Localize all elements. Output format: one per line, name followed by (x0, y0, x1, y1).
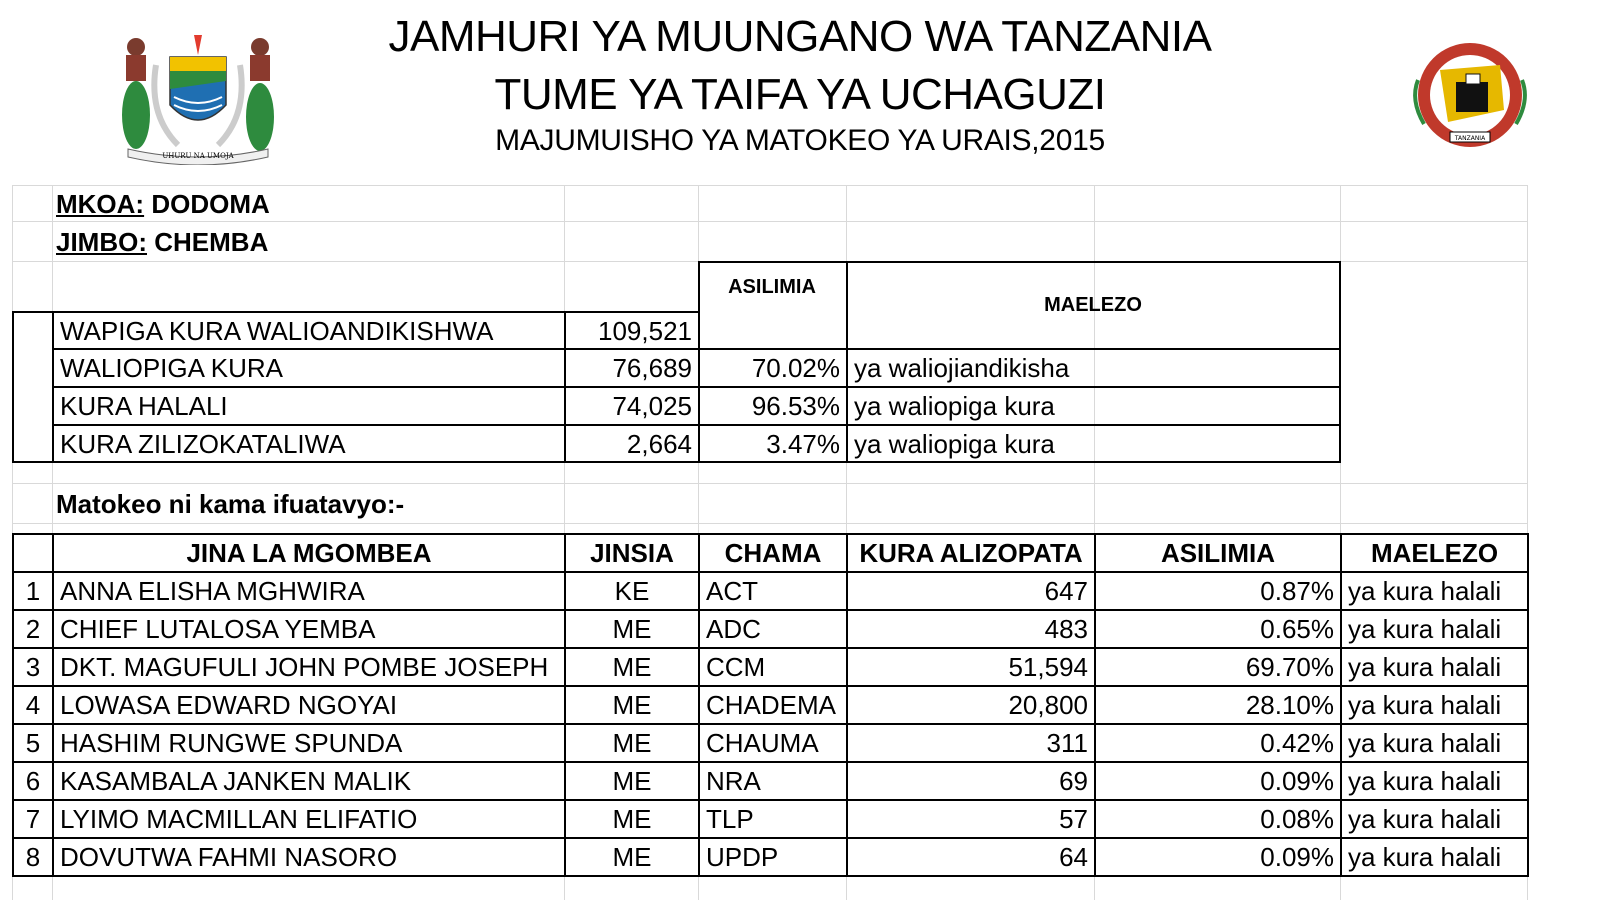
candidate-note: ya kura halali (1348, 576, 1502, 606)
row-number: 6 (25, 766, 41, 796)
candidate-votes: 483 (1044, 614, 1088, 644)
candidate-gender: ME (612, 652, 652, 682)
candidate-percent: 0.65% (1260, 614, 1334, 644)
results-intro: Matokeo ni kama ifuatavyo:- (56, 489, 405, 519)
candidate-party: ACT (706, 576, 758, 606)
candidate-party: CCM (706, 652, 766, 682)
summary-asilimia-header: ASILIMIA (728, 276, 816, 298)
candidate-party: CHADEMA (706, 690, 837, 720)
candidate-party: CHAUMA (706, 728, 819, 758)
candidate-name: LOWASA EDWARD NGOYAI (60, 690, 398, 720)
candidate-party: TLP (706, 804, 754, 834)
header-percent: ASILIMIA (1160, 538, 1276, 568)
jimbo-label: JIMBO: (56, 227, 147, 257)
summary-label: KURA HALALI (60, 390, 228, 421)
candidate-party: UPDP (706, 842, 779, 872)
svg-text:UHURU NA UMOJA: UHURU NA UMOJA (162, 152, 234, 160)
summary-note: ya waliojiandikisha (854, 352, 1070, 383)
summary-value: 2,664 (626, 428, 692, 459)
summary-note: ya waliopiga kura (854, 390, 1055, 421)
candidate-name: DOVUTWA FAHMI NASORO (60, 842, 398, 872)
candidate-gender: ME (612, 804, 652, 834)
jimbo-row: JIMBO: CHEMBA (56, 225, 268, 259)
candidate-percent: 0.08% (1260, 804, 1334, 834)
candidate-gender: ME (612, 614, 652, 644)
commission-title: TUME YA TAIFA YA UCHAGUZI (494, 70, 1107, 119)
candidate-name: HASHIM RUNGWE SPUNDA (60, 728, 403, 758)
candidate-gender: ME (612, 766, 652, 796)
summary-maelezo-header: MAELEZO (1044, 294, 1142, 316)
candidate-percent: 0.09% (1260, 766, 1334, 796)
candidate-votes: 311 (1046, 728, 1088, 758)
row-number: 8 (25, 842, 41, 872)
candidate-percent: 0.87% (1260, 576, 1334, 606)
candidate-party: ADC (706, 614, 761, 644)
summary-value: 76,689 (612, 352, 692, 383)
candidate-votes: 20,800 (1008, 690, 1088, 720)
candidate-name: DKT. MAGUFULI JOHN POMBE JOSEPH (60, 652, 549, 682)
report-subtitle: MAJUMUISHO YA MATOKEO YA URAIS,2015 (495, 124, 1105, 157)
summary-label: WAPIGA KURA WALIOANDIKISHWA (60, 315, 494, 346)
header-party: CHAMA (724, 538, 822, 568)
row-number: 7 (25, 804, 41, 834)
coat-of-arms-logo: UHURU NA UMOJA (108, 25, 288, 166)
candidate-votes: 57 (1059, 804, 1088, 834)
candidate-name: LYIMO MACMILLAN ELIFATIO (60, 804, 418, 834)
candidate-gender: ME (612, 842, 652, 872)
summary-percent: 96.53% (751, 390, 840, 421)
candidate-note: ya kura halali (1348, 842, 1502, 872)
candidate-name: ANNA ELISHA MGHWIRA (60, 576, 365, 606)
row-number: 2 (25, 614, 41, 644)
candidate-note: ya kura halali (1348, 614, 1502, 644)
commission-logo: TANZANIA (1400, 40, 1560, 150)
candidate-votes: 51,594 (1008, 652, 1088, 682)
row-number: 3 (25, 652, 41, 682)
summary-value: 109,521 (598, 315, 692, 346)
mkoa-row: MKOA: DODOMA (56, 187, 270, 221)
row-number: 5 (25, 728, 41, 758)
summary-value: 74,025 (612, 390, 692, 421)
summary-percent (700, 313, 846, 348)
candidate-votes: 64 (1059, 842, 1088, 872)
row-number: 1 (25, 576, 41, 606)
header-notes: MAELEZO (1370, 538, 1499, 568)
candidate-party: NRA (706, 766, 761, 796)
candidate-percent: 28.10% (1245, 690, 1334, 720)
row-number: 4 (25, 690, 41, 720)
candidate-name: CHIEF LUTALOSA YEMBA (60, 614, 376, 644)
header-candidate-name: JINA LA MGOMBEA (186, 538, 432, 568)
candidate-votes: 647 (1044, 576, 1088, 606)
candidate-percent: 69.70% (1245, 652, 1334, 682)
candidate-note: ya kura halali (1348, 728, 1502, 758)
candidate-name: KASAMBALA JANKEN MALIK (60, 766, 412, 796)
candidate-note: ya kura halali (1348, 652, 1502, 682)
candidate-gender: ME (612, 690, 652, 720)
jimbo-value: CHEMBA (154, 227, 269, 257)
candidate-percent: 0.42% (1260, 728, 1334, 758)
country-title: JAMHURI YA MUUNGANO WA TANZANIA (388, 12, 1212, 61)
summary-percent: 3.47% (766, 428, 840, 459)
summary-note (848, 313, 1338, 348)
candidate-gender: KE (614, 576, 650, 606)
candidate-votes: 69 (1059, 766, 1088, 796)
candidate-gender: ME (612, 728, 652, 758)
candidate-note: ya kura halali (1348, 766, 1502, 796)
results-sheet: MKOA: DODOMA JIMBO: CHEMBA ASILIMIA MAEL… (12, 185, 1588, 900)
header-gender: JINSIA (590, 538, 674, 568)
candidate-percent: 0.09% (1260, 842, 1334, 872)
header-votes: KURA ALIZOPATA (859, 538, 1083, 568)
summary-label: WALIOPIGA KURA (60, 352, 283, 383)
summary-note: ya waliopiga kura (854, 428, 1055, 459)
candidate-note: ya kura halali (1348, 690, 1502, 720)
mkoa-label: MKOA: (56, 189, 145, 219)
summary-percent: 70.02% (751, 352, 840, 383)
summary-label: KURA ZILIZOKATALIWA (60, 428, 346, 459)
svg-text:TANZANIA: TANZANIA (1454, 135, 1486, 142)
mkoa-value: DODOMA (151, 189, 270, 219)
candidate-note: ya kura halali (1348, 804, 1502, 834)
page-header: UHURU NA UMOJA JAMHURI YA MUUNGANO WA TA… (0, 0, 1600, 180)
